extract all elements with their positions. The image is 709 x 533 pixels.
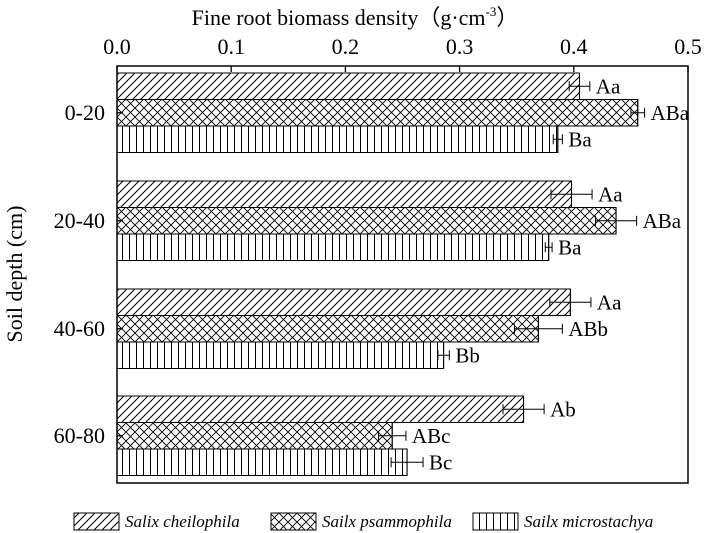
bar-data-label: ABa — [643, 209, 682, 233]
x-axis-title-exponent: -3 — [486, 4, 497, 19]
bar-data-label: Aa — [597, 290, 622, 314]
x-tick-label: 0.1 — [217, 34, 245, 59]
bar-data-label: ABa — [651, 101, 690, 125]
legend-label: Salix cheilophila — [125, 512, 240, 531]
bar — [116, 288, 571, 316]
bar — [116, 99, 639, 127]
bar — [116, 422, 393, 450]
bar — [116, 448, 408, 476]
error-bar — [549, 297, 592, 308]
bar — [116, 180, 573, 208]
error-bar — [437, 350, 450, 361]
error-bar — [550, 189, 593, 200]
error-bar — [502, 404, 545, 415]
legend-label: Sailx microstachya — [524, 512, 653, 531]
bar-data-label: Aa — [596, 74, 621, 98]
category-label: 20-40 — [54, 208, 105, 233]
x-tick-label: 0.5 — [674, 34, 702, 59]
x-tick-label: 0.4 — [560, 34, 588, 59]
legend-label: Sailx psammophila — [322, 512, 452, 531]
bar-data-label: Bb — [455, 343, 480, 367]
error-bar — [594, 215, 638, 226]
bar-data-label: Aa — [598, 182, 623, 206]
error-bar — [544, 242, 553, 253]
bar-data-label: ABb — [568, 317, 608, 341]
bar — [116, 233, 550, 261]
x-axis-title-close: ） — [496, 5, 518, 30]
y-axis-title: Soil depth (cm) — [2, 206, 27, 343]
bar — [116, 315, 539, 343]
x-axis-title: Fine root biomass density（g·cm-3） — [192, 4, 519, 30]
legend-item: Sailx psammophila — [270, 512, 452, 531]
category-label: 60-80 — [54, 423, 105, 448]
bar — [116, 395, 525, 423]
legend: Salix cheilophila Sailx psammophila Sailx … — [73, 512, 653, 531]
error-bar — [568, 81, 591, 92]
bar — [116, 72, 581, 100]
category-label: 40-60 — [54, 316, 105, 341]
legend-item: Salix cheilophila — [73, 512, 240, 531]
bar — [116, 125, 559, 153]
error-bar — [552, 134, 563, 145]
error-bar — [378, 430, 407, 441]
legend-swatch — [270, 512, 317, 531]
plot-frame — [116, 65, 689, 484]
error-bar — [390, 457, 424, 468]
bar — [116, 207, 617, 235]
bar — [116, 341, 445, 369]
bar-data-label: Ba — [568, 127, 592, 151]
legend-swatch — [472, 512, 519, 531]
category-label: 0-20 — [65, 100, 105, 125]
bar-data-label: Ab — [550, 397, 576, 421]
y-axis-ticks: 0-20 20-40 40-60 60-80 — [54, 100, 123, 448]
x-tick-label: 0.2 — [332, 34, 360, 59]
x-tick-label: 0.0 — [103, 34, 131, 59]
x-tick-label: 0.3 — [446, 34, 474, 59]
bar-data-label: Ba — [558, 235, 582, 259]
error-bar — [630, 107, 646, 118]
bar-data-label: ABc — [412, 424, 451, 448]
legend-swatch — [73, 512, 120, 531]
legend-item: Sailx microstachya — [472, 512, 653, 531]
error-bar — [513, 323, 563, 334]
x-axis-ticks: 0.0 0.1 0.2 0.3 0.4 0.5 — [103, 34, 702, 72]
bar-data-label: Bc — [429, 450, 452, 474]
